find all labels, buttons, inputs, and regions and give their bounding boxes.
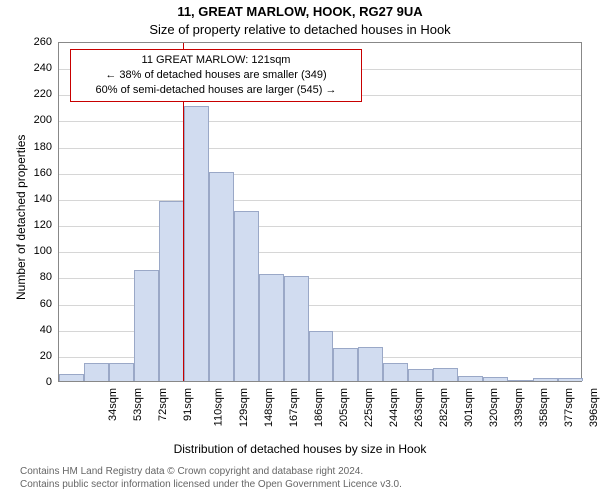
histogram-bar xyxy=(84,363,109,381)
histogram-bar xyxy=(159,201,184,381)
ytick-label: 140 xyxy=(18,193,52,205)
ytick-label: 0 xyxy=(18,376,52,388)
histogram-bar xyxy=(134,270,159,381)
histogram-bar xyxy=(259,274,284,381)
histogram-bar xyxy=(408,369,433,381)
histogram-bar xyxy=(508,380,533,381)
ytick-label: 20 xyxy=(18,350,52,362)
ytick-label: 220 xyxy=(18,88,52,100)
xtick-label: 244sqm xyxy=(388,388,400,427)
histogram-bar xyxy=(234,211,259,381)
chart-container: 11, GREAT MARLOW, HOOK, RG27 9UA Size of… xyxy=(0,0,600,500)
xtick-label: 377sqm xyxy=(563,388,575,427)
histogram-bar xyxy=(558,378,583,381)
ytick-label: 80 xyxy=(18,271,52,283)
ytick-label: 60 xyxy=(18,298,52,310)
gridline xyxy=(59,226,581,227)
chart-title-line2: Size of property relative to detached ho… xyxy=(0,22,600,37)
histogram-bar xyxy=(433,368,458,381)
gridline xyxy=(59,121,581,122)
ytick-label: 180 xyxy=(18,141,52,153)
histogram-bar xyxy=(483,377,508,381)
xtick-label: 148sqm xyxy=(263,388,275,427)
histogram-bar xyxy=(458,376,483,381)
gridline xyxy=(59,174,581,175)
footer-line1: Contains HM Land Registry data © Crown c… xyxy=(20,466,402,479)
xtick-label: 339sqm xyxy=(513,388,525,427)
xtick-label: 53sqm xyxy=(132,388,144,421)
histogram-bar xyxy=(209,172,234,381)
histogram-bar xyxy=(383,363,408,381)
ytick-label: 120 xyxy=(18,219,52,231)
gridline xyxy=(59,148,581,149)
histogram-bar xyxy=(333,348,358,381)
chart-title-line1: 11, GREAT MARLOW, HOOK, RG27 9UA xyxy=(0,4,600,19)
xtick-label: 72sqm xyxy=(157,388,169,421)
xtick-label: 186sqm xyxy=(313,388,325,427)
ytick-label: 260 xyxy=(18,36,52,48)
ytick-label: 40 xyxy=(18,324,52,336)
info-callout: 11 GREAT MARLOW: 121sqm← 38% of detached… xyxy=(70,49,362,102)
xtick-label: 167sqm xyxy=(288,388,300,427)
histogram-bar xyxy=(109,363,134,381)
ytick-label: 100 xyxy=(18,245,52,257)
xtick-label: 91sqm xyxy=(182,388,194,421)
xtick-label: 263sqm xyxy=(413,388,425,427)
info-line1: 11 GREAT MARLOW: 121sqm xyxy=(77,53,355,68)
xtick-label: 34sqm xyxy=(108,388,120,421)
ytick-label: 160 xyxy=(18,167,52,179)
footer-line2: Contains public sector information licen… xyxy=(20,479,402,492)
histogram-bar xyxy=(59,374,84,381)
info-line3: 60% of semi-detached houses are larger (… xyxy=(77,83,355,98)
xtick-label: 396sqm xyxy=(588,388,600,427)
gridline xyxy=(59,252,581,253)
xtick-label: 110sqm xyxy=(213,388,225,426)
xtick-label: 129sqm xyxy=(238,388,250,427)
footer-note: Contains HM Land Registry data © Crown c… xyxy=(20,466,402,491)
xtick-label: 358sqm xyxy=(538,388,550,427)
ytick-label: 240 xyxy=(18,62,52,74)
xtick-label: 320sqm xyxy=(488,388,500,427)
histogram-bar xyxy=(284,276,309,381)
xtick-label: 225sqm xyxy=(363,388,375,427)
x-axis-title: Distribution of detached houses by size … xyxy=(0,442,600,456)
info-line2: ← 38% of detached houses are smaller (34… xyxy=(77,68,355,83)
histogram-bar xyxy=(358,347,383,381)
histogram-bar xyxy=(309,331,334,381)
histogram-bar xyxy=(533,378,558,381)
xtick-label: 205sqm xyxy=(338,388,350,427)
histogram-bar xyxy=(184,106,209,381)
xtick-label: 282sqm xyxy=(438,388,450,427)
xtick-label: 301sqm xyxy=(463,388,475,427)
ytick-label: 200 xyxy=(18,114,52,126)
gridline xyxy=(59,200,581,201)
